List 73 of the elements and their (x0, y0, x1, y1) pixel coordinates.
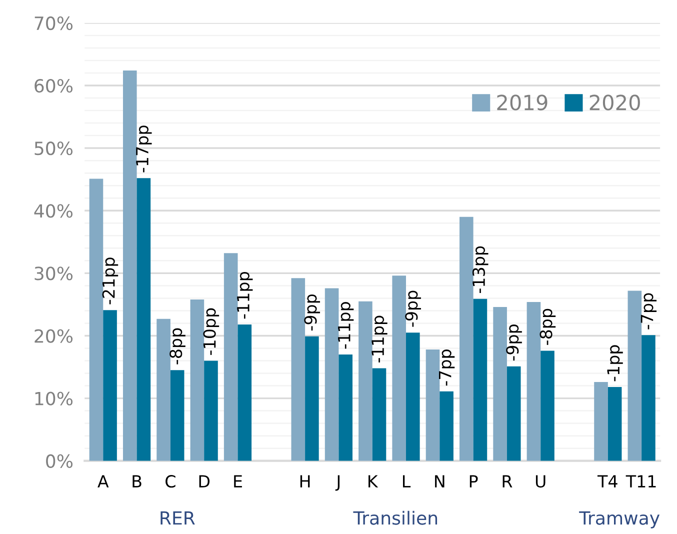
annotation: -1pp (607, 345, 623, 382)
bar (506, 366, 521, 461)
bar (540, 350, 554, 461)
annotation: -9pp (506, 324, 522, 361)
annotation: -11pp (237, 272, 253, 319)
y-tick-label: 70% (34, 16, 73, 30)
bar (526, 302, 541, 461)
bar (103, 310, 117, 461)
x-tick-label: N (435, 475, 444, 488)
y-tick-label: 10% (35, 392, 73, 406)
x-tick-label: K (368, 475, 378, 488)
x-tick-label: D (199, 475, 210, 488)
annotation: -8pp (170, 328, 186, 364)
y-tick-label: 0% (46, 454, 73, 468)
bar (156, 318, 170, 461)
bar (642, 335, 656, 461)
bar (426, 349, 440, 461)
bar (89, 178, 104, 461)
x-tick-label: E (234, 475, 242, 488)
bar (440, 391, 454, 461)
x-tick-label: B (132, 475, 142, 488)
annotation: -7pp (640, 293, 657, 330)
bar (338, 354, 352, 461)
annotation: -11pp (372, 316, 388, 362)
bar (190, 299, 204, 461)
bar (493, 306, 507, 461)
x-tick-label: U (536, 475, 546, 488)
x-tick-label: H (300, 475, 310, 488)
x-tick-label: J (335, 475, 340, 491)
x-tick-label: R (502, 475, 512, 488)
legend-label: 2020 (590, 94, 640, 110)
bar (170, 370, 184, 461)
annotation: -13pp (472, 246, 488, 294)
annotation: -9pp (304, 294, 320, 331)
bar (372, 368, 386, 461)
bar (473, 298, 488, 461)
bar (594, 382, 608, 461)
x-tick-label: P (470, 475, 478, 488)
annotation: -10pp (203, 308, 220, 355)
bar (628, 290, 642, 461)
y-tick-label: 50% (34, 142, 73, 156)
bar (392, 276, 406, 461)
bar (460, 216, 474, 461)
x-tick-label: A (98, 475, 109, 488)
annotation: -17pp (136, 126, 152, 172)
bar (224, 253, 238, 461)
text: RER (160, 511, 195, 525)
bar (608, 387, 622, 461)
annotation: -11pp (338, 302, 354, 349)
y-tick-label: 20% (34, 329, 73, 343)
bar (305, 336, 319, 461)
bar (204, 360, 218, 461)
x-tick-label: T11 (626, 475, 656, 488)
x-tick-label: T4 (597, 475, 618, 488)
bar (406, 332, 420, 461)
y-tick-label: 30% (34, 266, 73, 280)
bar (136, 178, 151, 461)
legend-label: 2019 (497, 94, 548, 110)
y-tick-label: 40% (34, 204, 73, 218)
annotation: -8pp (540, 308, 556, 345)
bar (324, 288, 339, 461)
annotation: -7pp (439, 350, 455, 386)
x-tick-label: C (166, 475, 176, 488)
bar (238, 324, 252, 461)
annotation: -21pp (102, 258, 118, 304)
bar (358, 301, 372, 461)
text: Tramway (579, 511, 660, 528)
y-tick-label: 60% (34, 78, 73, 93)
text: Transilien (353, 510, 438, 525)
bar (291, 278, 306, 461)
annotation: -9pp (405, 290, 421, 327)
bar (122, 70, 137, 461)
x-tick-label: L (402, 475, 411, 488)
